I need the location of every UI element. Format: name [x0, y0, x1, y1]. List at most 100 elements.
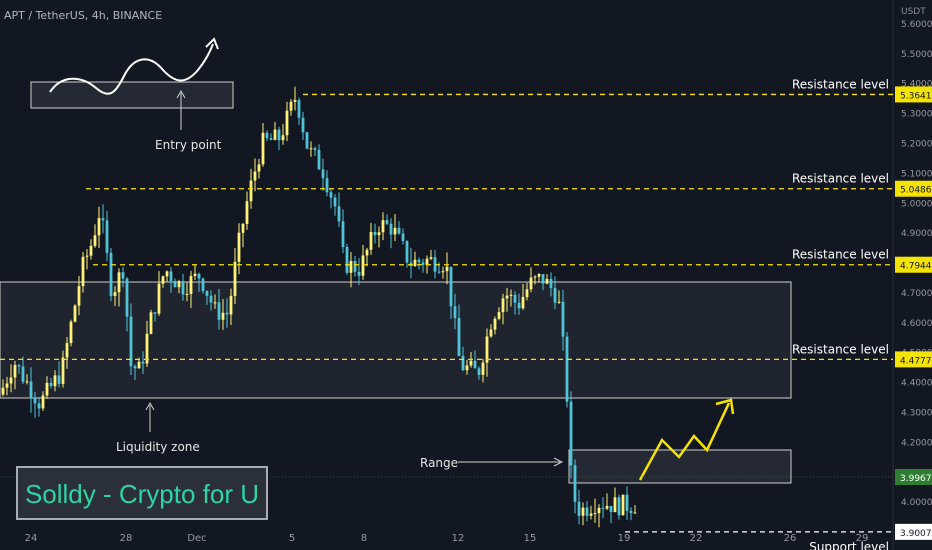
candle-body — [249, 180, 253, 202]
candle-body — [429, 257, 433, 259]
candles-group — [1, 86, 637, 528]
level-price-value: 4.4777 — [900, 356, 932, 366]
candle-body — [337, 206, 341, 222]
candle-body — [365, 249, 369, 256]
y-tick-label: 4.9000 — [901, 229, 932, 239]
candle-body — [133, 366, 137, 369]
candle-body — [245, 201, 249, 224]
candle-body — [497, 312, 501, 319]
candle-body — [277, 129, 281, 141]
candle-body — [121, 272, 125, 279]
candle-body — [333, 197, 337, 207]
candle-body — [1, 387, 5, 395]
levels-group: Resistance level 5.3641 Resistance level 5.… — [0, 77, 932, 550]
y-tick-label: 5.4000 — [901, 80, 932, 90]
support-level-label: Support level — [809, 540, 889, 550]
candle-body — [525, 289, 529, 298]
entry-point-label: Entry point — [155, 138, 222, 152]
x-tick-label: 19 — [618, 533, 631, 544]
x-tick-label: 15 — [524, 533, 537, 544]
candle-body — [5, 383, 9, 388]
candle-body — [21, 366, 25, 382]
candle-body — [465, 365, 469, 371]
entry-point-arrow-head — [176, 89, 186, 99]
candle-body — [149, 312, 153, 334]
candle-body — [77, 286, 81, 306]
candle-body — [33, 398, 37, 404]
x-tick-label: 8 — [361, 533, 367, 544]
x-tick-label: 22 — [690, 533, 703, 544]
watermark-text: Solldy - Crypto for U — [25, 479, 259, 509]
candle-body — [581, 507, 585, 516]
candle-body — [341, 221, 345, 247]
x-tick-label: 26 — [784, 533, 797, 544]
candle-body — [445, 266, 449, 272]
liquidity-zone-arrow-head — [145, 401, 155, 411]
candle-body — [585, 507, 589, 516]
candle-body — [197, 273, 201, 279]
candle-body — [229, 295, 233, 315]
candle-body — [177, 281, 181, 288]
candle-body — [449, 266, 453, 307]
candle-body — [89, 245, 93, 256]
candle-body — [397, 227, 401, 234]
candle-body — [137, 361, 141, 369]
candle-body — [285, 110, 289, 136]
resistance-level-label: Resistance level — [792, 172, 889, 186]
candle-body — [533, 276, 537, 278]
candle-body — [49, 382, 53, 387]
wave-arrow-top — [49, 43, 214, 95]
candle-body — [573, 465, 577, 502]
candle-body — [369, 231, 373, 250]
candle-body — [221, 312, 225, 320]
candle-body — [257, 164, 261, 172]
candle-body — [273, 129, 277, 140]
candle-body — [557, 301, 561, 303]
candle-body — [537, 274, 541, 277]
candle-body — [157, 283, 161, 314]
candle-body — [389, 223, 393, 235]
candle-body — [105, 220, 109, 253]
candle-body — [493, 318, 497, 330]
candle-body — [61, 357, 65, 384]
candle-body — [41, 395, 45, 409]
level-price-value: 4.7944 — [900, 262, 932, 272]
candle-body — [437, 271, 441, 273]
candle-body — [489, 329, 493, 337]
candle-body — [85, 255, 89, 257]
candle-body — [161, 276, 165, 284]
candle-body — [329, 192, 333, 198]
candle-body — [201, 278, 205, 291]
candle-body — [549, 278, 553, 289]
candle-body — [505, 295, 509, 299]
candle-body — [417, 259, 421, 263]
candle-body — [597, 507, 601, 514]
level-price-value: 5.3641 — [900, 91, 932, 101]
candle-body — [81, 256, 85, 287]
y-tick-label: 4.0000 — [901, 498, 932, 508]
candle-body — [205, 290, 209, 296]
candle-body — [293, 100, 297, 102]
candle-body — [57, 375, 61, 384]
candle-body — [93, 235, 97, 246]
y-tick-label: 5.5000 — [901, 50, 932, 60]
candle-body — [625, 494, 629, 511]
candle-body — [17, 365, 21, 367]
candle-body — [377, 232, 381, 236]
candle-body — [9, 377, 13, 384]
candle-body — [381, 220, 385, 233]
candle-body — [185, 293, 189, 295]
candle-body — [349, 260, 353, 273]
candle-body — [633, 512, 637, 514]
candle-body — [601, 507, 605, 509]
candle-body — [169, 271, 173, 281]
candle-body — [153, 312, 157, 314]
level-price-value: 3.9007 — [900, 529, 932, 539]
liquidity-zone-label: Liquidity zone — [116, 440, 200, 454]
level-price-tag — [895, 180, 932, 197]
y-tick-label: 4.6000 — [901, 319, 932, 329]
candle-body — [225, 312, 229, 315]
y-tick-label: 5.6000 — [901, 20, 932, 30]
candle-body — [241, 223, 245, 233]
